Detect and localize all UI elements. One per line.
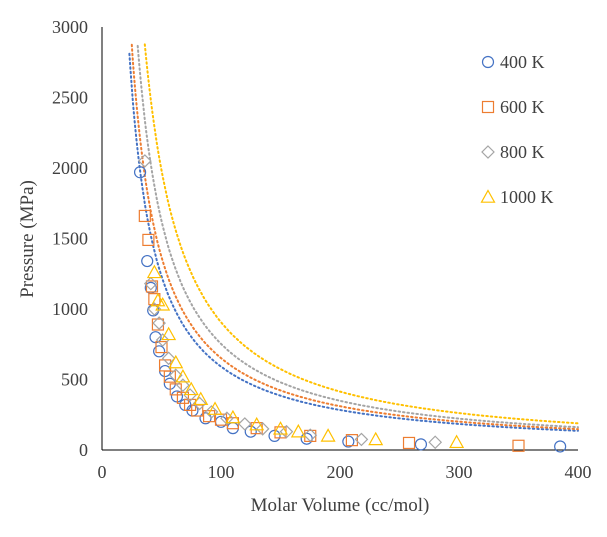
data-point: [155, 333, 170, 347]
y-tick-label: 1000: [52, 299, 88, 319]
data-point: [290, 423, 306, 438]
y-tick-label: 2000: [52, 158, 88, 178]
data-point: [345, 434, 358, 447]
y-tick-label: 2500: [52, 88, 88, 108]
data-point: [137, 154, 152, 168]
trendline-600-k: [130, 43, 579, 431]
tick-labels: 0 500 1000 1500 2000 2500 3000 0 100 200 300 400: [52, 17, 592, 482]
data-point: [163, 370, 176, 383]
data-point: [368, 431, 384, 446]
legend-label: 800 K: [500, 142, 545, 162]
data-point: [153, 345, 166, 358]
data-point: [152, 316, 166, 330]
y-tick-label: 0: [79, 440, 88, 460]
data-point: [414, 438, 428, 451]
data-point: [225, 409, 241, 424]
data-point: [207, 401, 223, 415]
data-point: [300, 432, 313, 445]
legend-marker: [481, 55, 495, 69]
data-point: [402, 436, 416, 450]
data-point: [193, 391, 209, 406]
data-point: [133, 166, 147, 179]
legend-label: 400 K: [500, 52, 545, 72]
data-point: [304, 429, 317, 442]
data-point: [303, 428, 318, 443]
y-tick-label: 500: [61, 370, 88, 390]
data-point: [155, 297, 171, 311]
y-tick-label: 3000: [52, 17, 88, 37]
legend-marker: [480, 189, 496, 203]
data-point: [512, 439, 525, 452]
data-point: [175, 368, 191, 383]
data-point: [155, 340, 168, 354]
data-point: [183, 381, 199, 396]
y-axis-label: Pressure (MPa): [17, 180, 38, 298]
data-point: [279, 424, 294, 439]
data-point: [342, 435, 355, 448]
data-point: [203, 410, 216, 423]
legend-label: 600 K: [500, 97, 545, 117]
data-point: [237, 417, 252, 431]
data-point: [176, 391, 190, 404]
data-point: [138, 209, 151, 223]
data-point: [142, 233, 155, 247]
data-point: [168, 354, 184, 369]
y-tick-label: 1500: [52, 229, 88, 249]
trendlines: [128, 43, 579, 432]
data-point: [449, 434, 465, 449]
x-axis-label: Molar Volume (cc/mol): [251, 495, 430, 516]
trendline-1000-k: [143, 43, 579, 425]
data-point: [428, 435, 443, 450]
legend-marker: [481, 100, 495, 114]
data-point: [220, 411, 234, 426]
data-point: [179, 398, 192, 411]
axes: [101, 27, 578, 451]
legend: 400 K 600 K 800 K 1000 K: [480, 52, 554, 207]
x-tick-label: 200: [327, 462, 354, 482]
x-tick-label: 300: [446, 462, 473, 482]
data-point: [554, 440, 567, 453]
trendline-800-k: [136, 44, 579, 429]
data-point: [272, 421, 289, 435]
trendline-400-k: [128, 52, 579, 432]
data-point: [255, 422, 270, 436]
data-point: [148, 293, 161, 306]
legend-label: 1000 K: [500, 187, 554, 207]
data-point: [168, 368, 183, 383]
data-point: [146, 264, 162, 279]
x-tick-label: 0: [98, 462, 107, 482]
data-point: [141, 254, 154, 268]
data-point: [161, 326, 177, 341]
data-point: [354, 432, 369, 447]
x-tick-label: 400: [565, 462, 592, 482]
x-tick-label: 100: [208, 462, 235, 482]
data-point: [249, 416, 265, 431]
data-point: [176, 378, 190, 392]
data-point: [320, 428, 336, 442]
data-point: [204, 405, 219, 419]
data-point: [161, 351, 176, 366]
data-points: [133, 154, 567, 453]
data-point: [143, 276, 158, 291]
legend-marker: [481, 145, 495, 159]
data-point: [145, 280, 159, 293]
